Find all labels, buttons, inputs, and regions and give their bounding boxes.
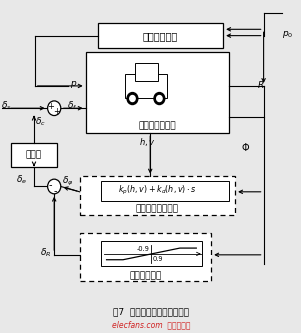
Bar bbox=[80, 233, 211, 281]
Bar bbox=[85, 52, 229, 133]
Text: $\delta_\varphi$: $\delta_\varphi$ bbox=[62, 175, 73, 188]
Bar bbox=[98, 23, 223, 48]
Text: $\delta_s$: $\delta_s$ bbox=[1, 100, 12, 112]
Text: 紧急转向控制: 紧急转向控制 bbox=[129, 271, 162, 280]
Text: 图7  主动转向防侧翻控制系统: 图7 主动转向防侧翻控制系统 bbox=[113, 307, 189, 316]
Text: elecfans.com  电子发烧友: elecfans.com 电子发烧友 bbox=[112, 320, 191, 329]
Bar bbox=[135, 63, 158, 81]
Text: $p_0$: $p_0$ bbox=[281, 29, 293, 41]
Circle shape bbox=[48, 101, 61, 116]
Bar bbox=[11, 143, 57, 166]
Text: $\Phi$: $\Phi$ bbox=[241, 141, 250, 153]
Text: $\delta_c$: $\delta_c$ bbox=[35, 115, 46, 128]
Text: -: - bbox=[48, 180, 52, 190]
Circle shape bbox=[130, 96, 135, 102]
Text: $\delta_e$: $\delta_e$ bbox=[16, 173, 27, 186]
Text: +: + bbox=[53, 107, 60, 117]
Text: $k_p(h,v)+k_d(h,v)\cdot s$: $k_p(h,v)+k_d(h,v)\cdot s$ bbox=[118, 184, 197, 197]
Text: 紧急制动系统: 紧急制动系统 bbox=[143, 31, 178, 41]
Text: 0.9: 0.9 bbox=[153, 256, 163, 262]
Text: 执行器: 执行器 bbox=[26, 150, 42, 160]
Text: $R$: $R$ bbox=[257, 79, 264, 91]
Text: +: + bbox=[48, 102, 54, 111]
Circle shape bbox=[127, 93, 138, 105]
Text: 连续操作转向控制: 连续操作转向控制 bbox=[136, 204, 179, 213]
Text: $\delta_R$: $\delta_R$ bbox=[39, 247, 51, 259]
Circle shape bbox=[154, 93, 165, 105]
Text: $p$: $p$ bbox=[70, 79, 77, 91]
Bar bbox=[125, 74, 167, 98]
Text: $\delta_f$: $\delta_f$ bbox=[67, 100, 77, 112]
Text: -0.9: -0.9 bbox=[137, 246, 150, 252]
Text: 车辆动力学模型: 车辆动力学模型 bbox=[138, 121, 176, 131]
Circle shape bbox=[48, 179, 61, 194]
Bar bbox=[80, 176, 235, 215]
Bar bbox=[101, 181, 229, 201]
Text: -: - bbox=[54, 186, 57, 196]
Circle shape bbox=[157, 96, 162, 102]
Text: $h,v$: $h,v$ bbox=[138, 136, 155, 148]
Bar bbox=[101, 241, 202, 266]
